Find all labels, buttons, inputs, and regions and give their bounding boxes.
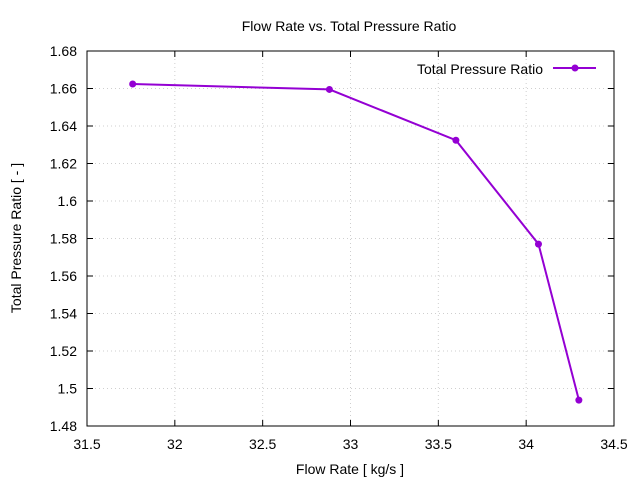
x-axis-label: Flow Rate [ kg/s ] bbox=[296, 461, 404, 477]
legend-marker bbox=[571, 64, 579, 72]
y-tick-label: 1.66 bbox=[50, 81, 77, 97]
series-line bbox=[132, 83, 580, 401]
data-point bbox=[575, 396, 583, 404]
x-tick-label: 32 bbox=[167, 436, 183, 452]
legend: Total Pressure Ratio bbox=[417, 61, 596, 77]
axis-ticks: 31.5 32 32.5 33 33.5 34 34.5 1.48 1.5 1.52 1.54 1.5… bbox=[50, 43, 628, 452]
y-tick-label: 1.5 bbox=[58, 381, 78, 397]
chart-title: Flow Rate vs. Total Pressure Ratio bbox=[242, 18, 457, 34]
data-point bbox=[129, 80, 137, 88]
data-point bbox=[452, 136, 460, 144]
y-tick-label: 1.52 bbox=[50, 343, 77, 359]
y-tick-label: 1.58 bbox=[50, 231, 77, 247]
y-tick-label: 1.56 bbox=[50, 268, 77, 284]
y-tick-label: 1.48 bbox=[50, 418, 77, 434]
series bbox=[129, 80, 583, 404]
data-point bbox=[534, 240, 542, 248]
y-axis-label: Total Pressure Ratio [ - ] bbox=[8, 163, 24, 313]
x-tick-label: 31.5 bbox=[73, 436, 100, 452]
x-tick-label: 32.5 bbox=[249, 436, 276, 452]
y-tick-label: 1.54 bbox=[50, 306, 77, 322]
grid bbox=[87, 51, 614, 426]
y-tick-label: 1.64 bbox=[50, 118, 77, 134]
x-tick-label: 33.5 bbox=[425, 436, 452, 452]
data-point bbox=[325, 85, 333, 93]
x-tick-label: 34 bbox=[518, 436, 534, 452]
y-tick-label: 1.68 bbox=[50, 43, 77, 59]
x-tick-label: 33 bbox=[343, 436, 359, 452]
y-tick-label: 1.6 bbox=[58, 193, 78, 209]
x-tick-label: 34.5 bbox=[600, 436, 627, 452]
y-tick-label: 1.62 bbox=[50, 156, 77, 172]
legend-label: Total Pressure Ratio bbox=[417, 61, 543, 77]
